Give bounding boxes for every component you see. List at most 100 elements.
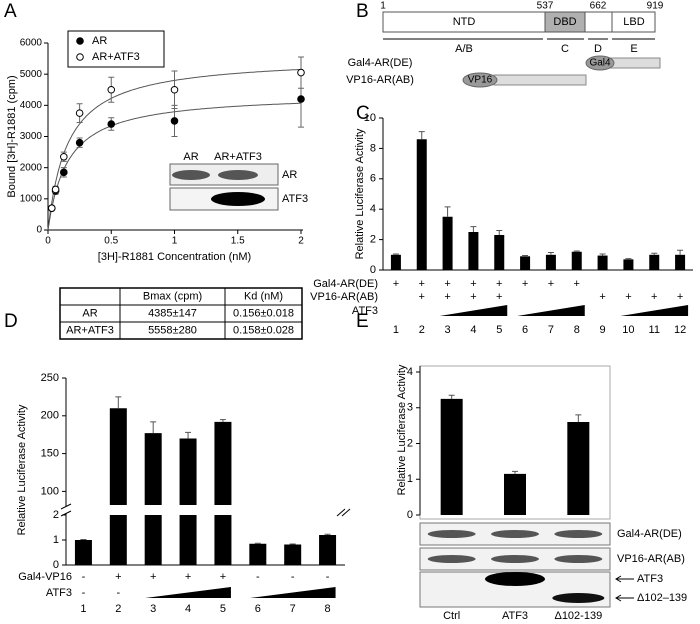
x-tick-label: 10	[622, 324, 634, 336]
data-point	[51, 185, 60, 194]
blot-band	[427, 555, 476, 563]
x-tick-label: 6	[522, 324, 528, 336]
table-cell: AR+ATF3	[66, 324, 114, 336]
region-label: C	[561, 43, 569, 55]
construct-bar	[493, 74, 587, 86]
x-tick-label: 3	[150, 603, 156, 615]
error-bar	[185, 431, 192, 439]
condition-mark: +	[470, 291, 476, 303]
y-tick-label: 8	[370, 142, 376, 154]
y-axis-label: Relative Luciferase Activity	[354, 128, 366, 259]
domain-label: NTD	[453, 16, 476, 28]
y-tick-label: 4	[370, 203, 376, 215]
condition-mark: +	[185, 571, 191, 583]
arrow	[615, 594, 634, 602]
x-axis-label: [3H]-R1881 Concentration (nM)	[98, 251, 251, 263]
x-tick-label: 1	[393, 324, 399, 336]
condition-mark: -	[82, 571, 86, 583]
table-header: Kd (nM)	[244, 290, 283, 302]
data-point	[60, 152, 68, 161]
tag-label: VP16	[468, 75, 493, 86]
position: 662	[590, 1, 607, 12]
condition-mark: +	[220, 571, 226, 583]
x-tick-label: 2	[419, 324, 425, 336]
condition-mark: +	[548, 278, 554, 290]
y-tick-label: 6000	[20, 38, 43, 49]
condition-mark: -	[82, 587, 86, 599]
y-tick-label: 100	[41, 485, 59, 497]
condition-label: ATF3	[352, 305, 378, 317]
x-tick-label: Ctrl	[443, 610, 460, 622]
tag-label: Gal4	[589, 58, 611, 69]
x-tick-label: 1	[80, 603, 86, 615]
error-bar	[254, 542, 261, 544]
condition-mark: +	[496, 278, 502, 290]
x-tick-label: 0.5	[104, 236, 118, 247]
x-tick-label: 12	[674, 324, 686, 336]
error-bar	[219, 419, 226, 422]
domain-diagram: 1 537 662 919 NTD DBD LBD A/B C D E Gal4…	[346, 1, 664, 88]
data-point	[47, 204, 56, 212]
y-tick-label: 6	[370, 173, 376, 185]
error-bar	[651, 252, 658, 255]
x-tick-label: 11	[649, 324, 660, 336]
x-tick-label: 2	[298, 236, 304, 247]
lane-label: AR	[183, 151, 198, 163]
dose-wedge	[249, 587, 336, 598]
legend-marker	[76, 53, 84, 61]
bar	[390, 254, 401, 270]
blot-band	[172, 170, 210, 180]
x-tick-label: 4	[470, 324, 476, 336]
tag	[462, 72, 498, 88]
blot-band	[211, 192, 265, 206]
arrow	[615, 575, 634, 583]
blot-band	[485, 572, 545, 586]
y-axis-label: Relative Luciferase Activity	[396, 364, 408, 495]
table-cell: 5558±280	[148, 324, 197, 336]
panel-label: C	[356, 103, 370, 124]
x-tick-label: 3	[445, 324, 451, 336]
x-tick-label: 8	[574, 324, 580, 336]
y-tick-label: 0	[370, 264, 376, 276]
table-cell: 0.156±0.018	[233, 307, 294, 319]
bar	[440, 398, 463, 515]
y-tick-label: 10	[364, 112, 376, 124]
y-tick-label: 0	[53, 559, 59, 571]
error-bar	[115, 396, 122, 409]
blot-band	[218, 170, 258, 180]
data-point	[75, 138, 84, 147]
y-tick-label: 4000	[20, 100, 43, 111]
bar	[567, 422, 590, 515]
construct-label: Gal4-AR(DE)	[348, 57, 413, 69]
table-frame	[59, 287, 303, 340]
bar	[416, 139, 427, 270]
data-point	[170, 85, 179, 94]
x-tick-label: 0	[45, 236, 51, 247]
condition-mark: +	[419, 291, 425, 303]
x-tick-label: 7	[290, 603, 296, 615]
condition-mark: +	[444, 278, 450, 290]
condition-mark: -	[116, 587, 120, 599]
error-bar	[324, 533, 331, 535]
condition-label: Gal4-AR(DE)	[313, 278, 378, 290]
blot-label: VP16-AR(AB)	[617, 553, 685, 565]
error-bar	[547, 252, 554, 255]
dose-wedge	[517, 305, 585, 316]
error-bar	[444, 206, 451, 217]
x-tick-label: Δ102-139	[554, 610, 602, 622]
lane-label: AR+ATF3	[214, 151, 262, 163]
y-tick-label: 2000	[20, 162, 43, 173]
bar	[284, 544, 302, 565]
y-tick-label: 0	[407, 509, 413, 521]
blot-label: Gal4-AR(DE)	[617, 528, 682, 540]
arrow-label: ATF3	[637, 573, 663, 585]
bar	[442, 216, 453, 270]
x-tick-label: 1	[172, 236, 178, 247]
error-bar	[150, 421, 157, 434]
condition-mark: +	[393, 278, 399, 290]
blot-band	[554, 555, 603, 563]
condition-mark: +	[625, 291, 631, 303]
x-tick-label: ATF3	[502, 610, 528, 622]
y-axis-label: Bound [3H]-R1881 (cpm)	[6, 75, 18, 197]
panel-label: D	[4, 311, 18, 332]
